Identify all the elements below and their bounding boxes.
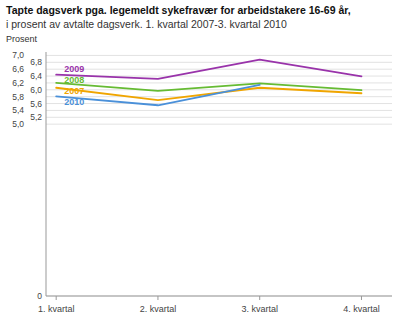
y-tick-label: 5,4 <box>12 105 24 115</box>
y-tick-label: 5,2 <box>30 112 42 122</box>
y-tick-label: 6,6 <box>12 64 24 74</box>
lines <box>56 60 361 106</box>
grid-line <box>46 55 392 56</box>
series-line <box>56 60 361 79</box>
series-label: 2008 <box>64 75 84 85</box>
chart: Tapte dagsverk pga. legemeldt sykefravær… <box>0 0 400 320</box>
x-tick <box>56 296 57 300</box>
grid-line <box>46 62 392 63</box>
y-tick-labels: 0 5,0 5,2 5,4 5,6 5,8 6,0 6,2 6,4 6,6 6,8 7,0 <box>12 50 42 301</box>
y-axis-label: Prosent <box>6 34 38 44</box>
x-axis: 1. kvartal 2. kvartal 3. kvartal 4. kvartal <box>38 296 380 314</box>
grid-line <box>46 124 392 125</box>
y-tick-label: 7,0 <box>12 50 24 60</box>
grid-line <box>46 296 392 297</box>
title: Tapte dagsverk pga. legemeldt sykefravær… <box>6 4 351 16</box>
grid-line <box>46 110 392 111</box>
x-tick-label: 2. kvartal <box>140 304 177 314</box>
x-axis-line <box>46 296 392 297</box>
y-tick-label: 6,8 <box>30 57 42 67</box>
grid-line <box>46 82 392 83</box>
series-label: 2009 <box>64 64 84 74</box>
series-label: 2007 <box>64 86 84 96</box>
y-tick-label: 0 <box>37 291 42 301</box>
x-tick <box>157 296 158 300</box>
y-tick-label: 6,4 <box>30 71 42 81</box>
y-tick-label: 5,8 <box>12 92 24 102</box>
y-tick-label: 5,6 <box>30 99 42 109</box>
subtitle: i prosent av avtalte dagsverk. 1. kvarta… <box>6 18 287 30</box>
y-tick-label: 6,0 <box>30 85 42 95</box>
series-line <box>56 88 361 100</box>
y-axis-line <box>46 52 47 296</box>
x-tick-label: 3. kvartal <box>241 304 278 314</box>
x-tick <box>259 296 260 300</box>
series-label: 2010 <box>64 97 84 107</box>
grid-line <box>46 103 392 104</box>
x-tick <box>361 296 362 300</box>
y-tick-label: 5,0 <box>12 119 24 129</box>
grid <box>46 55 392 296</box>
y-tick-label: 6,2 <box>12 78 24 88</box>
series-labels: 2009200820072010 <box>64 64 84 107</box>
series-line <box>56 83 361 91</box>
series-line <box>56 85 260 105</box>
grid-line <box>46 117 392 118</box>
x-tick-label: 1. kvartal <box>38 304 75 314</box>
x-tick-label: 4. kvartal <box>343 304 380 314</box>
grid-line <box>46 96 392 97</box>
grid-line <box>46 69 392 70</box>
